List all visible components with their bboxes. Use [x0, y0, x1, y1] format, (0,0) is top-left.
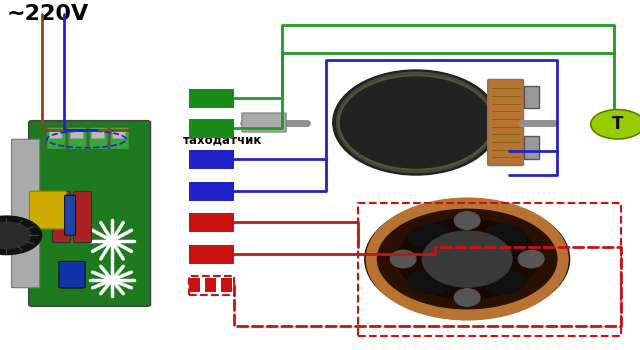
FancyBboxPatch shape	[189, 182, 234, 201]
FancyBboxPatch shape	[189, 119, 234, 138]
FancyBboxPatch shape	[221, 278, 232, 292]
FancyBboxPatch shape	[205, 278, 216, 292]
FancyBboxPatch shape	[29, 191, 67, 229]
FancyBboxPatch shape	[89, 127, 108, 149]
FancyBboxPatch shape	[488, 79, 524, 166]
Text: ~220V: ~220V	[6, 4, 89, 23]
FancyBboxPatch shape	[74, 191, 92, 243]
FancyBboxPatch shape	[189, 89, 234, 108]
FancyBboxPatch shape	[110, 127, 129, 149]
Circle shape	[0, 222, 31, 248]
Ellipse shape	[365, 199, 570, 318]
FancyBboxPatch shape	[70, 129, 83, 139]
FancyBboxPatch shape	[92, 129, 104, 139]
FancyBboxPatch shape	[189, 245, 234, 264]
Ellipse shape	[454, 289, 480, 306]
Ellipse shape	[390, 250, 416, 268]
FancyBboxPatch shape	[29, 121, 150, 306]
Ellipse shape	[408, 224, 449, 247]
FancyBboxPatch shape	[52, 191, 70, 243]
Ellipse shape	[397, 219, 538, 299]
Ellipse shape	[485, 271, 527, 294]
Circle shape	[0, 216, 42, 254]
Circle shape	[591, 110, 640, 139]
Ellipse shape	[408, 271, 449, 294]
Ellipse shape	[454, 212, 480, 229]
FancyBboxPatch shape	[189, 213, 234, 232]
FancyBboxPatch shape	[524, 86, 539, 108]
FancyBboxPatch shape	[113, 129, 125, 139]
Text: таходатчик: таходатчик	[182, 133, 262, 147]
Ellipse shape	[422, 231, 512, 287]
FancyBboxPatch shape	[68, 127, 87, 149]
FancyBboxPatch shape	[59, 261, 85, 288]
FancyBboxPatch shape	[12, 139, 40, 288]
Ellipse shape	[485, 224, 527, 247]
FancyBboxPatch shape	[65, 195, 76, 235]
FancyBboxPatch shape	[242, 113, 286, 132]
FancyBboxPatch shape	[47, 127, 66, 149]
FancyBboxPatch shape	[49, 129, 62, 139]
FancyBboxPatch shape	[189, 150, 234, 169]
Text: T: T	[612, 115, 623, 133]
FancyBboxPatch shape	[189, 278, 200, 292]
FancyBboxPatch shape	[524, 136, 539, 159]
Ellipse shape	[333, 70, 499, 175]
Ellipse shape	[518, 250, 544, 268]
